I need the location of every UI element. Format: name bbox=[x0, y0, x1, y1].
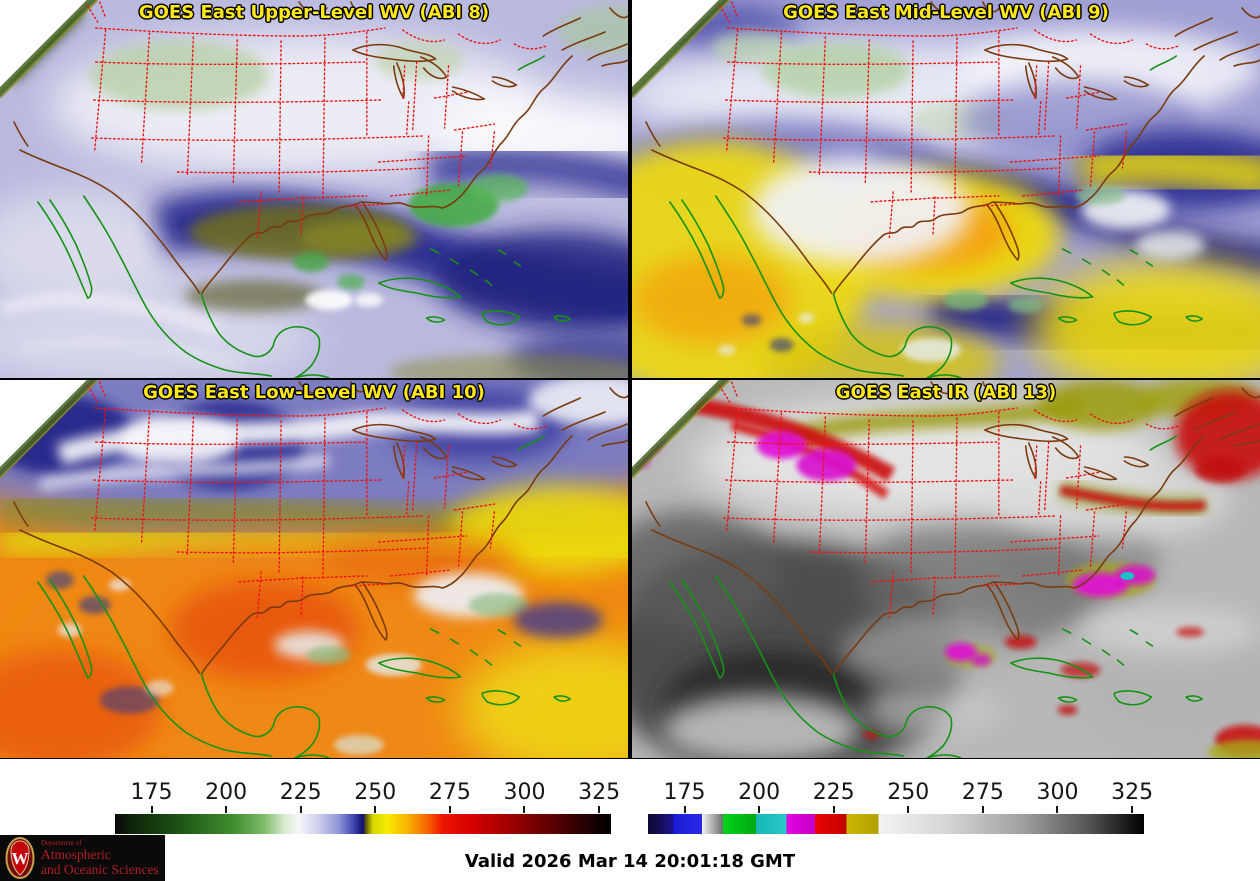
colorbar-tick bbox=[598, 806, 601, 813]
colorbar-tick bbox=[1056, 806, 1059, 813]
satellite-panel-mid-wv: GOES East Mid-Level WV (ABI 9) bbox=[632, 0, 1260, 378]
colorbar-tick bbox=[683, 806, 686, 813]
colorbar-tick bbox=[299, 806, 302, 813]
logo-line-department: Department of bbox=[41, 839, 82, 847]
colorbar-tick-label: 200 bbox=[738, 780, 781, 805]
colorbar-tick-label: 200 bbox=[205, 780, 248, 805]
satellite-image-abi8 bbox=[0, 0, 628, 378]
colorbar-tick-label: 300 bbox=[503, 780, 546, 805]
colorbar-tick-label: 325 bbox=[578, 780, 621, 805]
satellite-panel-upper-wv: GOES East Upper-Level WV (ABI 8) bbox=[0, 0, 628, 378]
panels-grid: GOES East Upper-Level WV (ABI 8) bbox=[0, 0, 1260, 759]
colorbar-ir-gradient bbox=[648, 814, 1144, 834]
colorbar-tick-label: 250 bbox=[354, 780, 397, 805]
colorbar-tick bbox=[1131, 806, 1134, 813]
satellite-panel-ir: GOES East IR (ABI 13) bbox=[632, 380, 1260, 758]
colorbar-tick bbox=[448, 806, 451, 813]
colorbar-wv: 175 200 225 250 275 300 325 bbox=[115, 780, 621, 836]
colorbar-tick-label: 225 bbox=[279, 780, 322, 805]
panel-title-abi8: GOES East Upper-Level WV (ABI 8) bbox=[138, 2, 490, 23]
colorbar-wv-labels: 175 200 225 250 275 300 325 bbox=[115, 780, 621, 806]
colorbar-tick-label: 250 bbox=[887, 780, 930, 805]
uw-aos-logo: W Department of Atmospheric and Oceanic … bbox=[0, 835, 165, 881]
colorbar-tick-label: 225 bbox=[812, 780, 855, 805]
colorbar-tick bbox=[832, 806, 835, 813]
panel-title-abi10: GOES East Low-Level WV (ABI 10) bbox=[143, 382, 485, 403]
satellite-image-abi10 bbox=[0, 380, 628, 758]
valid-timestamp: Valid 2026 Mar 14 20:01:18 GMT bbox=[464, 851, 796, 872]
colorbar-ir-labels: 175 200 225 250 275 300 325 bbox=[648, 780, 1154, 806]
colorbar-ir: 175 200 225 250 275 300 325 bbox=[648, 780, 1154, 836]
colorbar-tick bbox=[758, 806, 761, 813]
satellite-panel-low-wv: GOES East Low-Level WV (ABI 10) bbox=[0, 380, 628, 758]
colorbar-tick-label: 300 bbox=[1036, 780, 1079, 805]
satellite-image-abi13 bbox=[632, 380, 1260, 758]
colorbar-tick-label: 175 bbox=[663, 780, 706, 805]
panel-title-abi13: GOES East IR (ABI 13) bbox=[835, 382, 1057, 403]
colorbar-tick-label: 275 bbox=[961, 780, 1004, 805]
colorbar-tick bbox=[374, 806, 377, 813]
satellite-image-abi9 bbox=[632, 0, 1260, 378]
colorbar-tick-label: 275 bbox=[428, 780, 471, 805]
colorbar-ir-ticks bbox=[648, 806, 1144, 814]
colorbar-tick-label: 325 bbox=[1111, 780, 1154, 805]
colorbar-wv-gradient bbox=[115, 814, 611, 834]
panel-title-abi9: GOES East Mid-Level WV (ABI 9) bbox=[783, 2, 1109, 23]
colorbar-tick bbox=[981, 806, 984, 813]
uw-aos-logo-text: Department of Atmospheric and Oceanic Sc… bbox=[41, 840, 159, 876]
colorbar-wv-ticks bbox=[115, 806, 611, 814]
logo-line-oceanic: and Oceanic Sciences bbox=[41, 861, 159, 877]
colorbar-tick bbox=[907, 806, 910, 813]
uw-crest-icon: W bbox=[5, 837, 35, 879]
colorbar-tick bbox=[523, 806, 526, 813]
colorbar-tick-label: 175 bbox=[130, 780, 173, 805]
svg-text:W: W bbox=[12, 849, 29, 868]
colorbar-tick bbox=[150, 806, 153, 813]
logo-line-atmospheric: Atmospheric bbox=[41, 847, 111, 862]
colorbar-tick bbox=[225, 806, 228, 813]
